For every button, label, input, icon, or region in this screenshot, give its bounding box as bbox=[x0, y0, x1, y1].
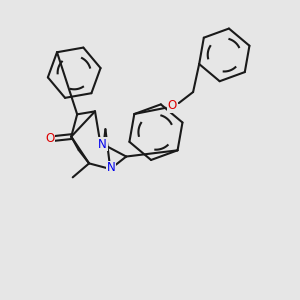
Text: O: O bbox=[168, 99, 177, 112]
Text: O: O bbox=[45, 132, 54, 145]
Text: N: N bbox=[107, 161, 116, 174]
Text: N: N bbox=[98, 138, 107, 151]
